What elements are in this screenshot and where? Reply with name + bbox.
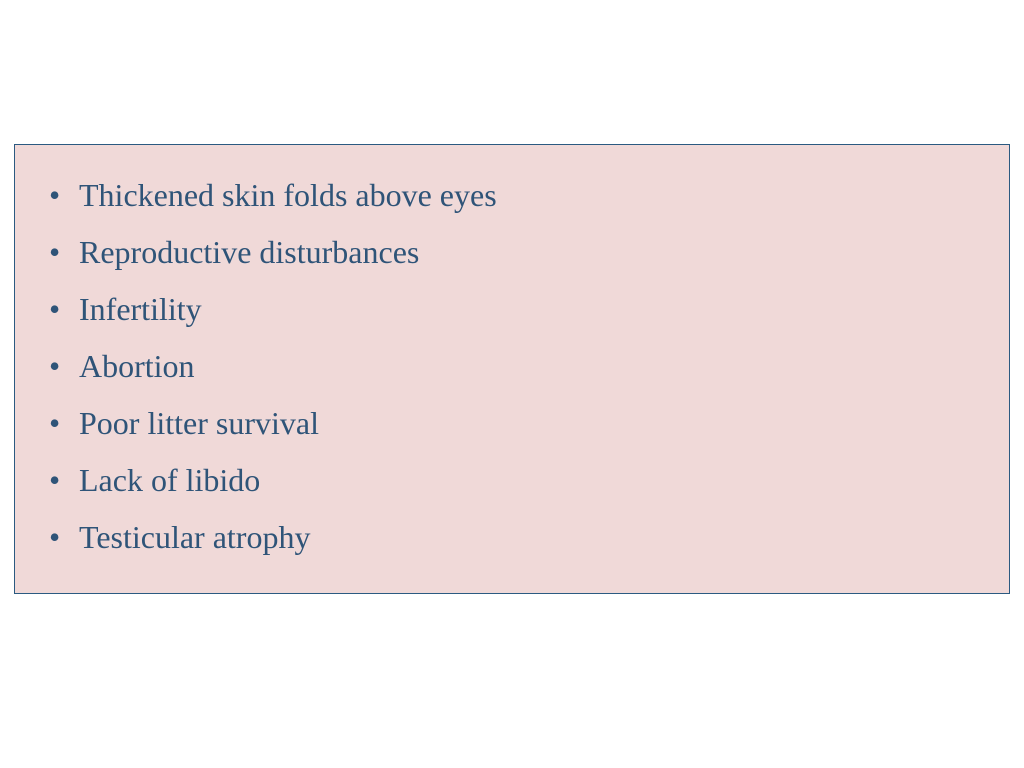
list-item: Abortion (79, 338, 963, 395)
slide: Thickened skin folds above eyes Reproduc… (0, 0, 1024, 768)
list-item: Testicular atrophy (79, 509, 963, 566)
list-item: Reproductive disturbances (79, 224, 963, 281)
list-item: Poor litter survival (79, 395, 963, 452)
list-item: Lack of libido (79, 452, 963, 509)
content-box: Thickened skin folds above eyes Reproduc… (14, 144, 1010, 594)
list-item: Infertility (79, 281, 963, 338)
bullet-list: Thickened skin folds above eyes Reproduc… (79, 167, 963, 566)
list-item: Thickened skin folds above eyes (79, 167, 963, 224)
